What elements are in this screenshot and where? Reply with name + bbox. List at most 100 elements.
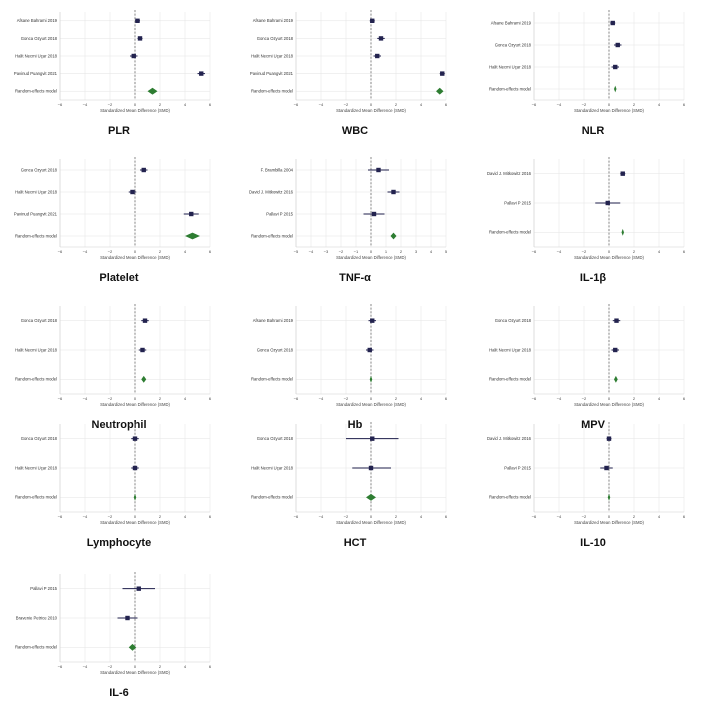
pooled-estimate-diamond	[390, 232, 397, 240]
study-label: Afsane Bahrami 2019	[253, 18, 294, 23]
x-tick-label: 4	[184, 249, 187, 254]
forest-plot-wbc: −6 −4 −2 0 2 4 6 Standardized Mean Difference (…	[250, 10, 448, 113]
study-label: Gonca Ozyurt 2018	[257, 36, 294, 41]
x-tick-label: −4	[309, 249, 314, 254]
x-tick-label: 0	[134, 102, 137, 107]
x-tick-label: −2	[582, 102, 587, 107]
x-tick-label: −2	[344, 102, 349, 107]
study-estimate-marker	[615, 42, 620, 48]
study-label: Gonca Ozyurt 2018	[21, 436, 58, 441]
x-tick-label: −2	[344, 396, 349, 401]
forest-plot-il6: −6 −4 −2 0 2 4 6 Standardized Mean Difference (…	[15, 572, 212, 675]
study-label: David J. Mitkowitz 2016	[249, 189, 294, 194]
study-estimate-marker	[610, 20, 615, 26]
forest-plot-il1b: −6 −4 −2 0 2 4 6 Standardized Mean Difference (…	[487, 157, 686, 260]
x-axis-label: Standardized Mean Difference (SMD)	[574, 108, 644, 113]
study-estimate-marker	[135, 18, 140, 23]
x-tick-label: −6	[58, 102, 63, 107]
forest-plot-platelet: −6 −4 −2 0 2 4 6 Standardized Mean Difference (…	[14, 157, 212, 260]
study-label: Halit Necmi Uçar 2018	[15, 189, 58, 194]
panel-title-il10: IL-10	[580, 537, 606, 549]
x-tick-label: −2	[582, 249, 587, 254]
x-axis-label: Standardized Mean Difference (SMD)	[100, 108, 170, 113]
x-tick-label: 2	[400, 249, 403, 254]
x-tick-label: 6	[209, 249, 212, 254]
study-label: Halit Necmi Uçar 2018	[489, 347, 532, 352]
x-tick-label: −2	[582, 514, 587, 519]
pooled-label: Random-effects model	[489, 230, 531, 235]
x-axis-label: Standardized Mean Difference (SMD)	[336, 255, 406, 260]
panel-title-hb: Hb	[347, 419, 363, 431]
study-estimate-marker	[370, 18, 375, 23]
pooled-label: Random-effects model	[489, 86, 531, 91]
x-tick-label: −6	[58, 514, 63, 519]
x-tick-label: 4	[658, 514, 661, 519]
x-tick-label: 2	[159, 249, 162, 254]
study-label: Halit Necmi Uçar 2018	[251, 465, 294, 470]
forest-plot-il10: −6 −4 −2 0 2 4 6 Standardized Mean Difference (…	[487, 422, 686, 525]
x-tick-label: 4	[658, 249, 661, 254]
x-tick-label: 4	[430, 249, 433, 254]
panel-title-lymphocyte: Lymphocyte	[86, 537, 152, 549]
x-tick-label: 6	[209, 102, 212, 107]
x-axis-label: Standardized Mean Difference (SMD)	[100, 402, 170, 407]
x-tick-label: 0	[134, 249, 137, 254]
panel-lymphocyte: −6 −4 −2 0 2 4 6 Standardized Mean Difference (…	[4, 420, 234, 560]
x-tick-label: −6	[58, 664, 63, 669]
x-tick-label: −2	[108, 664, 113, 669]
panel-il6: −6 −4 −2 0 2 4 6 Standardized Mean Difference (…	[4, 570, 234, 710]
pooled-label: Random-effects model	[15, 89, 57, 94]
x-tick-label: −4	[319, 102, 324, 107]
x-tick-label: 2	[159, 102, 162, 107]
x-tick-label: −2	[344, 514, 349, 519]
forest-plot-plr: −6 −4 −2 0 2 4 6 Standardized Mean Difference (…	[14, 10, 212, 113]
x-tick-label: 2	[395, 396, 398, 401]
x-tick-label: 0	[608, 102, 611, 107]
panel-nlr: −6 −4 −2 0 2 4 6 Standardized Mean Difference (…	[478, 8, 708, 148]
panel-wbc: −6 −4 −2 0 2 4 6 Standardized Mean Difference (…	[240, 8, 470, 148]
study-label: Pavinud Puangvit 2021	[250, 71, 294, 76]
study-label: Halit Necmi Uçar 2018	[15, 53, 58, 58]
study-label: Gonca Ozyurt 2018	[495, 42, 532, 47]
study-estimate-marker	[125, 615, 130, 621]
pooled-estimate-diamond	[614, 85, 617, 93]
pooled-estimate-diamond	[614, 375, 618, 383]
pooled-estimate-diamond	[369, 375, 373, 383]
study-label: Pallavi P 2015	[504, 465, 531, 470]
x-tick-label: 2	[395, 514, 398, 519]
pooled-label: Random-effects model	[489, 495, 531, 500]
panel-title-wbc: WBC	[341, 125, 369, 137]
x-tick-label: −4	[557, 514, 562, 519]
study-estimate-marker	[440, 71, 445, 76]
x-tick-label: 6	[445, 396, 448, 401]
x-tick-label: 2	[159, 664, 162, 669]
study-estimate-marker	[370, 318, 375, 323]
x-tick-label: 2	[633, 514, 636, 519]
x-tick-label: 6	[683, 102, 686, 107]
study-label: Halit Necmi Uçar 2018	[15, 347, 58, 352]
x-axis-label: Standardized Mean Difference (SMD)	[100, 670, 170, 675]
x-tick-label: 2	[633, 249, 636, 254]
panel-mpv: −6 −4 −2 0 2 4 6 Standardized Mean Difference (…	[478, 302, 708, 442]
x-tick-label: 4	[184, 102, 187, 107]
study-label: Pallavi P 2015	[504, 200, 531, 205]
study-estimate-marker	[189, 211, 194, 217]
study-estimate-marker	[375, 53, 380, 59]
study-estimate-marker	[131, 53, 136, 59]
pooled-label: Random-effects model	[251, 495, 293, 500]
x-tick-label: −2	[582, 396, 587, 401]
x-tick-label: −6	[532, 396, 537, 401]
forest-plot-mpv: −6 −4 −2 0 2 4 6 Standardized Mean Difference (…	[489, 304, 686, 407]
x-tick-label: −6	[532, 514, 537, 519]
x-tick-label: 0	[370, 249, 373, 254]
x-tick-label: −2	[108, 396, 113, 401]
x-tick-label: −2	[108, 102, 113, 107]
pooled-estimate-diamond	[621, 228, 624, 236]
forest-plot-tnf: −5 −4 −3 −2 −1 0 1 2 3 4 5 Standardized Mean Differ…	[249, 157, 448, 260]
x-tick-label: 4	[658, 396, 661, 401]
x-tick-label: 0	[134, 664, 137, 669]
pooled-label: Random-effects model	[251, 377, 293, 382]
panel-tnf: −5 −4 −3 −2 −1 0 1 2 3 4 5 Standardized Mean Differ…	[240, 155, 470, 295]
study-estimate-marker	[606, 436, 612, 441]
x-tick-label: −4	[319, 514, 324, 519]
